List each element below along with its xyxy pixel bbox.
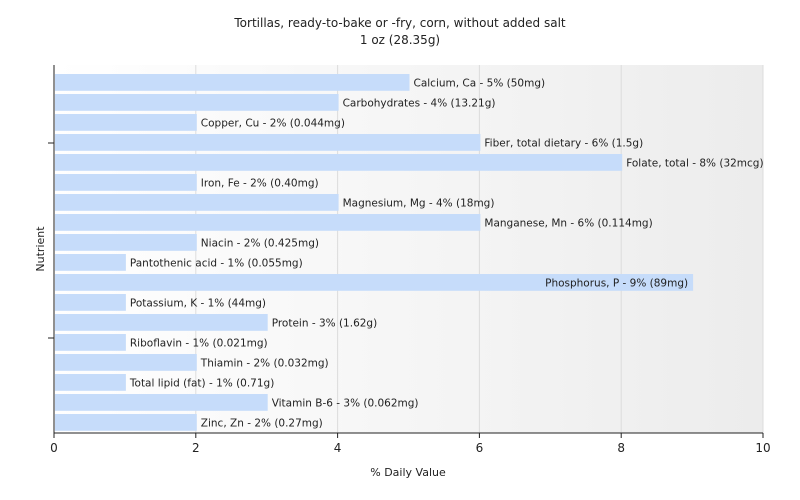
bar [55,374,126,391]
x-axis-label: % Daily Value [370,466,446,479]
x-tick-label: 2 [192,441,200,455]
bar [55,154,623,171]
bar-data-label: Folate, total - 8% (32mcg) [626,157,763,169]
bar [55,314,268,331]
chart-subtitle: 1 oz (28.35g) [360,33,440,47]
bar-data-label: Calcium, Ca - 5% (50mg) [414,77,546,89]
bar [55,354,197,371]
bar [55,394,268,411]
bar [55,294,126,311]
bar [55,254,126,271]
bar [55,234,197,251]
bar [55,194,339,211]
bar-data-label: Riboflavin - 1% (0.021mg) [130,337,268,349]
bars: Calcium, Ca - 5% (50mg) Carbohydrates - 4… [55,74,764,431]
axes: 0 2 4 6 8 10 [48,65,771,455]
bar-data-label: Phosphorus, P - 9% (89mg) [545,277,688,289]
x-tick-label: 4 [334,441,342,455]
bar-data-label: Fiber, total dietary - 6% (1.5g) [484,137,643,149]
bar [55,174,197,191]
bar-data-label: Vitamin B-6 - 3% (0.062mg) [272,397,419,409]
bar-data-label: Protein - 3% (1.62g) [272,317,378,329]
bar-data-label: Iron, Fe - 2% (0.40mg) [201,177,319,189]
bar-data-label: Total lipid (fat) - 1% (0.71g) [129,377,274,389]
bar-data-label: Potassium, K - 1% (44mg) [130,297,266,309]
chart-title: Tortillas, ready-to-bake or -fry, corn, … [233,16,566,30]
bar [55,94,339,111]
bar-data-label: Magnesium, Mg - 4% (18mg) [343,197,495,209]
x-tick-label: 6 [476,441,484,455]
bar [55,274,694,291]
bar [55,74,410,91]
bar-data-label: Zinc, Zn - 2% (0.27mg) [201,417,323,429]
bar [55,414,197,431]
bar-data-label: Thiamin - 2% (0.032mg) [200,357,329,369]
y-axis-label: Nutrient [34,226,47,272]
x-tick-label: 8 [617,441,625,455]
bar-data-label: Manganese, Mn - 6% (0.114mg) [484,217,652,229]
bar-data-label: Pantothenic acid - 1% (0.055mg) [130,257,303,269]
x-tick-label: 0 [50,441,58,455]
bar-data-label: Carbohydrates - 4% (13.21g) [343,97,496,109]
bar-data-label: Niacin - 2% (0.425mg) [201,237,319,249]
bar [55,214,481,231]
bar [55,334,126,351]
bar [55,114,197,131]
bar [55,134,481,151]
x-tick-label: 10 [755,441,770,455]
bar-data-label: Copper, Cu - 2% (0.044mg) [201,117,345,129]
